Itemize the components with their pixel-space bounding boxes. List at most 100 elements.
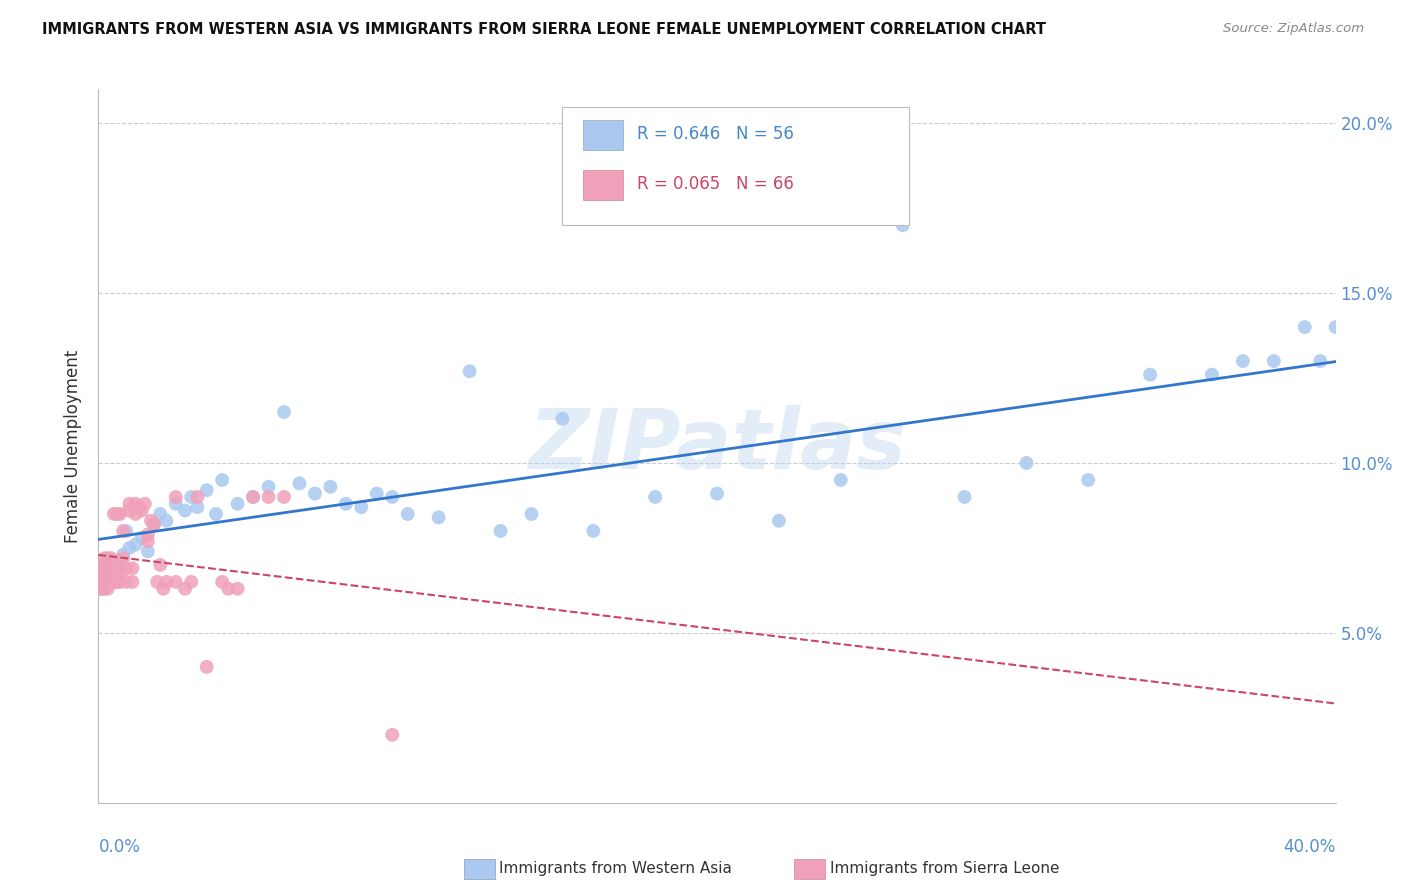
Bar bbox=[583, 169, 623, 200]
Point bbox=[335, 497, 357, 511]
Text: Source: ZipAtlas.com: Source: ZipAtlas.com bbox=[1223, 22, 1364, 36]
Point bbox=[112, 551, 135, 566]
Point bbox=[304, 486, 326, 500]
Point bbox=[165, 497, 187, 511]
Point bbox=[1309, 354, 1331, 368]
Point bbox=[131, 503, 153, 517]
Point bbox=[180, 490, 202, 504]
Point bbox=[97, 572, 120, 586]
Point bbox=[90, 574, 112, 589]
FancyBboxPatch shape bbox=[562, 107, 908, 225]
Point bbox=[257, 480, 280, 494]
Point bbox=[205, 507, 228, 521]
Point bbox=[93, 551, 115, 566]
Point bbox=[131, 531, 153, 545]
Point bbox=[396, 507, 419, 521]
Point bbox=[100, 574, 122, 589]
Point bbox=[174, 582, 197, 596]
Point bbox=[143, 517, 166, 532]
Point bbox=[226, 582, 249, 596]
Point bbox=[90, 558, 112, 572]
Point bbox=[87, 574, 110, 589]
Point bbox=[97, 551, 120, 566]
Point bbox=[115, 574, 138, 589]
Point bbox=[115, 524, 138, 538]
Point bbox=[381, 490, 404, 504]
Point bbox=[103, 507, 125, 521]
Point bbox=[1139, 368, 1161, 382]
Point bbox=[242, 490, 264, 504]
Point bbox=[136, 527, 159, 541]
Point bbox=[93, 582, 115, 596]
Point bbox=[93, 558, 115, 572]
Point bbox=[149, 558, 172, 572]
Point bbox=[1232, 354, 1254, 368]
Point bbox=[186, 500, 208, 515]
Point bbox=[195, 660, 218, 674]
Point bbox=[90, 565, 112, 579]
Point bbox=[93, 565, 115, 579]
Point bbox=[257, 490, 280, 504]
Point bbox=[1015, 456, 1038, 470]
Y-axis label: Female Unemployment: Female Unemployment bbox=[65, 350, 83, 542]
Point bbox=[427, 510, 450, 524]
Text: ZIPatlas: ZIPatlas bbox=[529, 406, 905, 486]
Point bbox=[124, 537, 146, 551]
Point bbox=[97, 558, 120, 572]
Point bbox=[381, 728, 404, 742]
Point bbox=[103, 574, 125, 589]
Point bbox=[1263, 354, 1285, 368]
Text: 0.0%: 0.0% bbox=[98, 838, 141, 856]
Point bbox=[105, 507, 128, 521]
Point bbox=[100, 558, 122, 572]
Point bbox=[319, 480, 342, 494]
Point bbox=[644, 490, 666, 504]
Point bbox=[118, 497, 141, 511]
Point bbox=[273, 490, 295, 504]
Point bbox=[165, 574, 187, 589]
Point bbox=[768, 514, 790, 528]
Point bbox=[105, 561, 128, 575]
Point bbox=[97, 565, 120, 579]
Point bbox=[97, 582, 120, 596]
Point bbox=[195, 483, 218, 498]
Point bbox=[288, 476, 311, 491]
Point bbox=[520, 507, 543, 521]
Point bbox=[582, 524, 605, 538]
Point bbox=[90, 582, 112, 596]
Point bbox=[146, 574, 169, 589]
Point bbox=[489, 524, 512, 538]
Point bbox=[458, 364, 481, 378]
Point bbox=[551, 412, 574, 426]
Point bbox=[97, 561, 120, 575]
Point bbox=[100, 574, 122, 589]
Point bbox=[124, 507, 146, 521]
Text: R = 0.646   N = 56: R = 0.646 N = 56 bbox=[637, 125, 793, 143]
Point bbox=[90, 582, 112, 596]
Point bbox=[128, 500, 150, 515]
Point bbox=[1324, 320, 1347, 334]
Point bbox=[165, 490, 187, 504]
Point bbox=[155, 514, 177, 528]
Point bbox=[830, 473, 852, 487]
Point bbox=[155, 574, 177, 589]
Point bbox=[366, 486, 388, 500]
Point bbox=[891, 218, 914, 232]
Point bbox=[1294, 320, 1316, 334]
Point bbox=[108, 507, 131, 521]
Text: IMMIGRANTS FROM WESTERN ASIA VS IMMIGRANTS FROM SIERRA LEONE FEMALE UNEMPLOYMENT: IMMIGRANTS FROM WESTERN ASIA VS IMMIGRAN… bbox=[42, 22, 1046, 37]
Point bbox=[90, 558, 112, 572]
Point bbox=[103, 561, 125, 575]
Text: Immigrants from Western Asia: Immigrants from Western Asia bbox=[499, 862, 733, 876]
Point bbox=[134, 497, 156, 511]
Point bbox=[152, 582, 174, 596]
Point bbox=[121, 561, 143, 575]
Point bbox=[143, 517, 166, 532]
Point bbox=[105, 574, 128, 589]
Point bbox=[100, 565, 122, 579]
Point bbox=[136, 534, 159, 549]
Point bbox=[105, 555, 128, 569]
Point bbox=[953, 490, 976, 504]
Text: 40.0%: 40.0% bbox=[1284, 838, 1336, 856]
Point bbox=[103, 574, 125, 589]
